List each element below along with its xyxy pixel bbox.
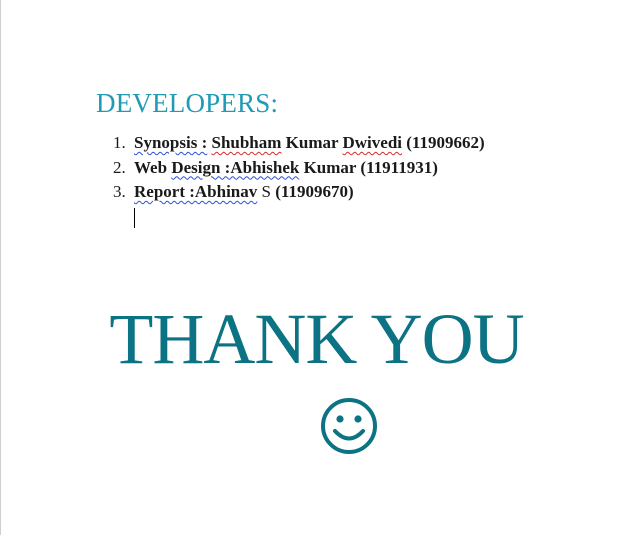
name-part: Dwivedi [342, 133, 403, 152]
name-part: Kumar [281, 133, 343, 152]
name-part: Shubham [211, 133, 282, 152]
name-initial: S [257, 182, 271, 201]
developers-list: 1. Synopsis : Shubham Kumar Dwivedi (1190… [113, 131, 485, 205]
role-label: Synopsis : [134, 133, 208, 152]
text-cursor [134, 208, 135, 228]
smiley-face-icon [321, 398, 377, 454]
list-number: 3. [113, 182, 126, 201]
list-number: 1. [113, 133, 126, 152]
list-number: 2. [113, 157, 126, 177]
role-name-part: Design :Abhishek [171, 157, 300, 177]
list-item: 3. Report :Abhinav S (11909670) [113, 180, 485, 205]
student-id: (11909670) [270, 182, 354, 201]
developers-heading: DEVELOPERS: [96, 88, 279, 118]
student-id: (11909662) [402, 133, 485, 152]
list-item: 2. Web Design :Abhishek Kumar (11911931) [113, 156, 485, 181]
thank-you-text: THANK YOU [109, 299, 524, 379]
list-item: 1. Synopsis : Shubham Kumar Dwivedi (1190… [113, 131, 485, 156]
role-label: Web [134, 157, 172, 177]
role-name-part: Report :Abhinav [134, 182, 258, 201]
name-and-id: Kumar (11911931) [299, 157, 438, 177]
